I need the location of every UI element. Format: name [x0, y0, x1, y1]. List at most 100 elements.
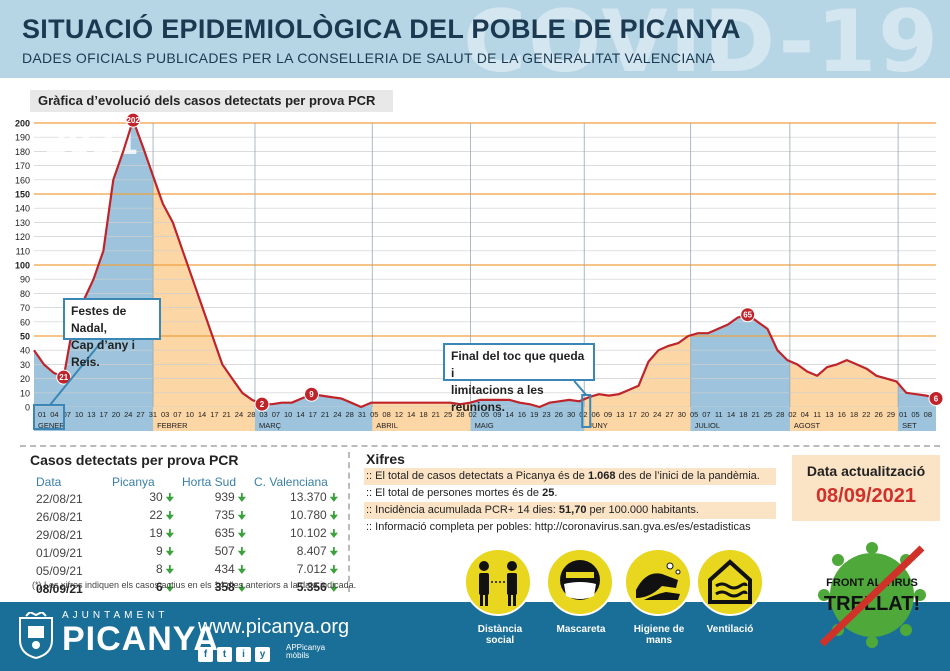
y-tick-label: 70	[20, 303, 30, 313]
x-tick-label: 14	[505, 410, 513, 419]
twitter-icon[interactable]: t	[217, 647, 232, 662]
callout-target	[33, 404, 65, 430]
y-tick-label: 30	[20, 360, 30, 370]
down-arrow-icon: 🠋	[237, 547, 246, 558]
cell-value: 6	[156, 580, 163, 594]
cell-picanya: 9 🠋	[108, 544, 178, 562]
x-tick-label: 30	[567, 410, 575, 419]
page-subtitle: DADES OFICIALS PUBLICADES PER LA CONSELL…	[22, 50, 716, 66]
month-strip	[372, 407, 471, 431]
column-header: Horta Sud	[182, 475, 237, 489]
x-tick-label: 20	[112, 410, 120, 419]
x-tick-label: 04	[50, 410, 58, 419]
x-tick-label: 17	[309, 410, 317, 419]
month-label: JUNY	[588, 421, 608, 430]
x-tick-label: 10	[186, 410, 194, 419]
y-tick-label: 10	[20, 388, 30, 398]
down-arrow-icon: 🠋	[165, 511, 174, 522]
x-tick-label: 20	[641, 410, 649, 419]
x-tick-label: 21	[222, 410, 230, 419]
xifres-text: des de l’inici de la pandèmia.	[615, 470, 760, 482]
facebook-icon[interactable]: f	[198, 647, 213, 662]
table-row: 22/08/21 30 🠋 939 🠋 13.370 🠋	[32, 490, 342, 508]
x-tick-label: 07	[702, 410, 710, 419]
x-tick-label: 14	[407, 410, 415, 419]
xifres-text: .	[554, 487, 558, 499]
xifres-value: 51,70	[558, 504, 587, 516]
x-tick-label: 30	[678, 410, 686, 419]
data-point	[740, 307, 756, 323]
hand-hygiene-icon	[624, 548, 692, 616]
down-arrow-icon: 🠋	[237, 565, 246, 576]
cases-table-title: Casos detectats per prova PCR	[30, 452, 239, 468]
cell-date: 05/09/21	[36, 564, 83, 578]
app-link[interactable]: APPicanya mòbils	[286, 644, 325, 660]
data-point	[928, 390, 944, 406]
month-label: MAIG	[475, 421, 494, 430]
month-strip	[254, 407, 373, 431]
x-tick-label: 05	[481, 410, 489, 419]
website-link[interactable]: www.picanya.org	[198, 616, 350, 638]
cell-value: 507	[214, 544, 235, 558]
cell-value: 10.780	[290, 508, 327, 522]
callout-toc-line1: Final del toc que queda i	[451, 349, 585, 380]
y-tick-label: 200	[15, 119, 30, 129]
xifres-line: :: Incidència acumulada PCR+ 14 dies: 51…	[364, 502, 776, 519]
x-tick-label: 21	[751, 410, 759, 419]
chart-title: Gràfica d’evolució dels casos detectats …	[30, 90, 394, 112]
month-label: AGOST	[794, 421, 821, 430]
x-tick-label: 02	[469, 410, 477, 419]
x-tick-label: 29	[887, 410, 895, 419]
cell-value: 8	[156, 562, 163, 576]
data-label: 21	[59, 373, 68, 382]
cell-date: 08/09/21	[36, 582, 83, 596]
x-tick-label: 07	[173, 410, 181, 419]
y-tick-label: 130	[15, 218, 30, 228]
x-tick-label: 19	[530, 410, 538, 419]
y-tick-label: 160	[15, 175, 30, 185]
x-tick-label: 10	[75, 410, 83, 419]
cell-value: 8.407	[296, 544, 327, 558]
y-tick-label: 150	[15, 190, 30, 200]
youtube-icon[interactable]: y	[255, 647, 270, 662]
xifres-list: :: El total de casos detectats a Picanya…	[364, 468, 776, 536]
cell-value: 5.356	[296, 580, 327, 594]
instagram-icon[interactable]: i	[236, 647, 251, 662]
y-tick-label: 190	[15, 133, 30, 143]
covid-watermark: COVID-19	[463, 0, 940, 78]
down-arrow-icon: 🠋	[165, 565, 174, 576]
callout-nadal-line2: Cap d’any i Reis.	[71, 338, 136, 369]
month-strip	[789, 407, 899, 431]
cell-horta: 635 🠋	[178, 526, 250, 544]
y-tick-label: 110	[16, 246, 30, 256]
x-tick-label: 16	[518, 410, 526, 419]
y-tick-label: 120	[15, 232, 30, 242]
x-tick-label: 21	[321, 410, 329, 419]
cell-date: 26/08/21	[36, 510, 83, 524]
series-line	[33, 119, 937, 409]
down-arrow-icon: 🠋	[237, 529, 246, 540]
y-tick-label: 60	[20, 317, 30, 327]
cell-value: 19	[149, 526, 163, 540]
x-tick-label: 24	[235, 410, 243, 419]
xifres-value: 1.068	[587, 470, 616, 482]
x-tick-label: 17	[210, 410, 218, 419]
x-tick-label: 13	[616, 410, 624, 419]
y-tick-label: 80	[20, 289, 30, 299]
x-tick-label: 16	[838, 410, 846, 419]
y-tick-label: 20	[20, 374, 30, 384]
down-arrow-icon: 🠋	[329, 547, 338, 558]
xifres-title: Xifres	[366, 451, 405, 467]
x-tick-label: 14	[296, 410, 304, 419]
month-strip	[470, 407, 585, 431]
x-tick-label: 17	[99, 410, 107, 419]
cell-cv: 10.780 🠋	[250, 508, 342, 526]
cell-picanya: 22 🠋	[108, 508, 178, 526]
callout-pointer	[573, 380, 587, 396]
x-tick-label: 13	[87, 410, 95, 419]
cell-value: 635	[214, 526, 235, 540]
cell-value: 30	[149, 490, 163, 504]
cell-value: 22	[149, 508, 163, 522]
measure-label: Mascareta	[556, 624, 606, 635]
